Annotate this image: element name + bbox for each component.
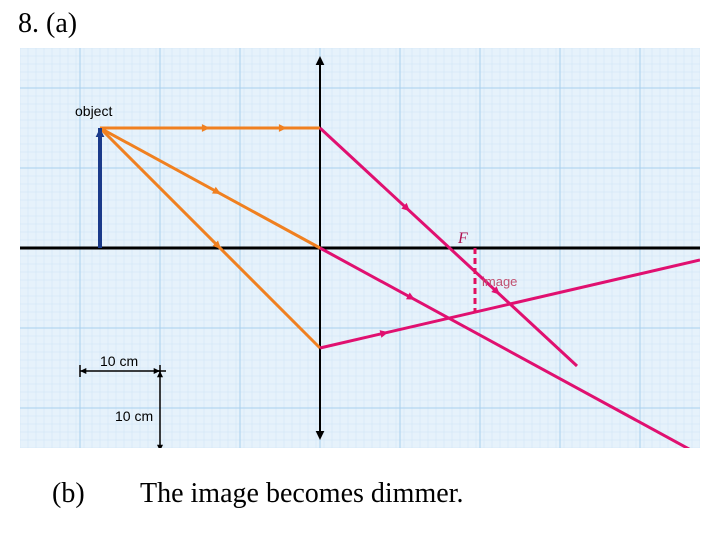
question-label-b: (b) xyxy=(52,478,85,510)
svg-text:10 cm: 10 cm xyxy=(115,408,153,424)
svg-text:image: image xyxy=(482,274,517,289)
ray-diagram: object Fimage 10 cm 10 cm xyxy=(20,48,700,453)
svg-text:10 cm: 10 cm xyxy=(100,353,138,369)
question-label-a: 8. (a) xyxy=(18,8,77,40)
answer-text-b: The image becomes dimmer. xyxy=(140,478,463,510)
svg-text:object: object xyxy=(75,103,112,119)
svg-text:F: F xyxy=(457,230,468,247)
